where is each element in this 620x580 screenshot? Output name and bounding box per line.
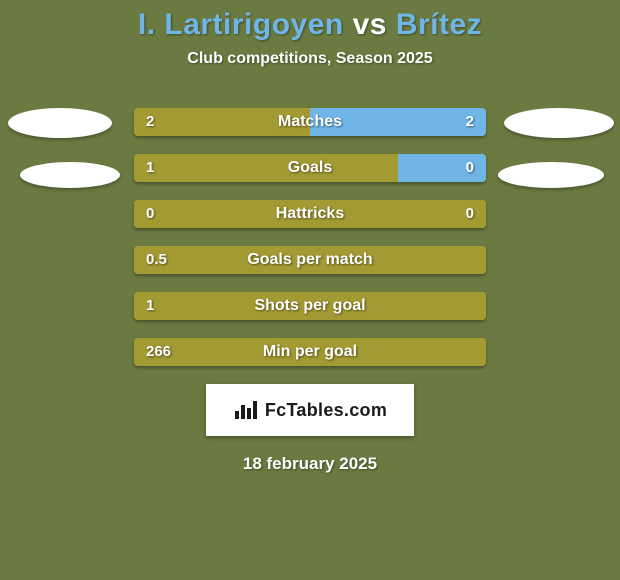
stat-label: Goals per match xyxy=(134,246,486,274)
stat-value-left: 266 xyxy=(146,338,171,366)
avatar-placeholder-right-1 xyxy=(504,108,614,138)
page-subtitle: Club competitions, Season 2025 xyxy=(0,50,620,68)
logo-text: FcTables.com xyxy=(265,400,387,421)
title-player-right: Brítez xyxy=(396,8,482,41)
stat-label: Shots per goal xyxy=(134,292,486,320)
footer-date: 18 february 2025 xyxy=(0,454,620,474)
title-player-left: I. Lartirigoyen xyxy=(138,8,344,41)
stat-label: Min per goal xyxy=(134,338,486,366)
avatar-placeholder-left-2 xyxy=(20,162,120,188)
stat-value-left: 2 xyxy=(146,108,154,136)
avatar-placeholder-left-1 xyxy=(8,108,112,138)
stat-row: Goals per match0.5 xyxy=(134,246,486,274)
stat-value-left: 1 xyxy=(146,292,154,320)
stat-row: Shots per goal1 xyxy=(134,292,486,320)
page-title: I. Lartirigoyen vs Brítez xyxy=(0,0,620,42)
stat-row: Hattricks0 0 xyxy=(134,200,486,228)
comparison-infographic: I. Lartirigoyen vs Brítez Club competiti… xyxy=(0,0,620,580)
stat-value-right: 0 xyxy=(466,200,474,228)
stat-value-left: 0.5 xyxy=(146,246,167,274)
avatar-placeholder-right-2 xyxy=(498,162,604,188)
stat-label: Hattricks xyxy=(134,200,486,228)
stat-row: Matches2 2 xyxy=(134,108,486,136)
stat-label: Goals xyxy=(134,154,486,182)
chart-area: Matches22Goals10Hattricks00Goals per mat… xyxy=(0,108,620,366)
logo-badge: FcTables.com xyxy=(206,384,414,436)
title-vs: vs xyxy=(344,8,396,41)
stat-value-right: 0 xyxy=(466,154,474,182)
stat-label: Matches xyxy=(134,108,486,136)
stat-row: Goals1 0 xyxy=(134,154,486,182)
stat-row: Min per goal266 xyxy=(134,338,486,366)
stat-bars: Matches22Goals10Hattricks00Goals per mat… xyxy=(134,108,486,366)
bar-chart-icon xyxy=(233,399,259,421)
stat-value-left: 0 xyxy=(146,200,154,228)
stat-value-right: 2 xyxy=(466,108,474,136)
stat-value-left: 1 xyxy=(146,154,154,182)
